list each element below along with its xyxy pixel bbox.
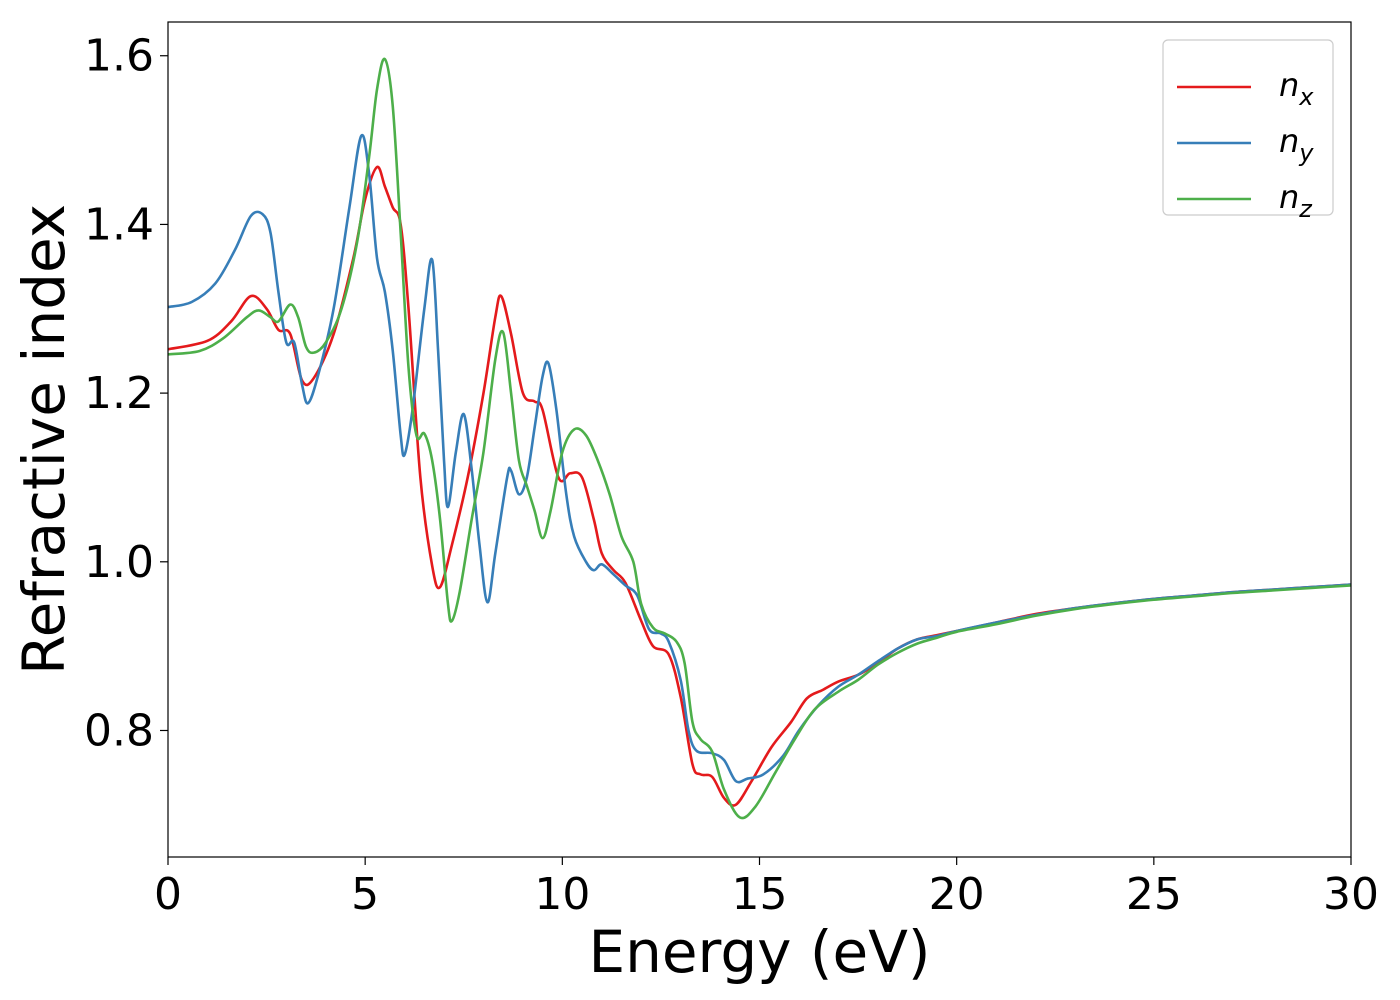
x-tick-label: 5 xyxy=(351,869,379,920)
legend-box xyxy=(1162,39,1334,216)
x-tick-label: 20 xyxy=(929,869,985,920)
x-tick-label: 25 xyxy=(1126,869,1182,920)
y-axis: 0.8 1.0 1.2 1.4 1.6 xyxy=(84,31,168,756)
y-axis-title: Refractive index xyxy=(10,204,78,675)
y-tick-label: 1.6 xyxy=(84,31,154,82)
x-tick-label: 30 xyxy=(1323,869,1379,920)
x-axis-title: Energy (eV) xyxy=(588,918,930,986)
series-line-z xyxy=(168,57,1351,820)
x-axis: 0 5 10 15 20 25 30 xyxy=(154,857,1379,920)
y-tick-label: 1.2 xyxy=(84,368,154,419)
y-tick-label: 1.0 xyxy=(84,537,154,588)
series-layer xyxy=(168,57,1351,820)
series-line-x xyxy=(168,165,1351,807)
x-tick-label: 15 xyxy=(732,869,788,920)
x-tick-label: 10 xyxy=(534,869,590,920)
series-line-y xyxy=(168,133,1351,784)
x-tick-label: 0 xyxy=(154,869,182,920)
y-tick-label: 0.8 xyxy=(84,705,154,756)
y-tick-label: 1.4 xyxy=(84,199,154,250)
